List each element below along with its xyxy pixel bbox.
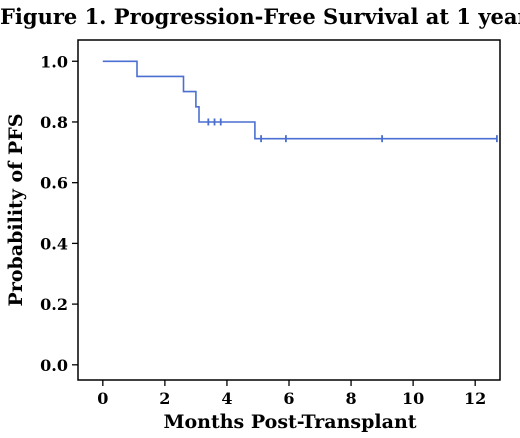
x-tick-label: 10 <box>402 389 424 408</box>
plot-frame <box>77 39 501 381</box>
y-tick-label: 0.2 <box>40 295 68 314</box>
x-tick-label: 2 <box>159 389 170 408</box>
y-tick-label: 0.6 <box>40 174 68 193</box>
x-tick-label: 4 <box>221 389 232 408</box>
x-tick-label: 0 <box>97 389 108 408</box>
x-tick-label: 12 <box>464 389 486 408</box>
y-tick-label: 0.8 <box>40 113 68 132</box>
y-tick-label: 0.4 <box>40 234 68 253</box>
y-axis-label: Probability of PFS <box>5 114 27 307</box>
series-layer <box>102 60 498 143</box>
survival-step-line <box>102 60 497 140</box>
chart-title: Figure 1. Progression-Free Survival at 1… <box>0 4 520 29</box>
x-tick-label: 8 <box>345 389 356 408</box>
x-axis-label: Months Post-Transplant <box>163 411 416 433</box>
y-tick-label: 1.0 <box>40 52 68 71</box>
y-axis-ticks: 0.0 0.2 0.4 0.6 0.8 1.0 <box>40 52 78 375</box>
x-tick-label: 6 <box>283 389 294 408</box>
x-axis-ticks: 0 2 4 6 8 10 12 <box>97 380 486 408</box>
y-tick-label: 0.0 <box>40 356 68 375</box>
